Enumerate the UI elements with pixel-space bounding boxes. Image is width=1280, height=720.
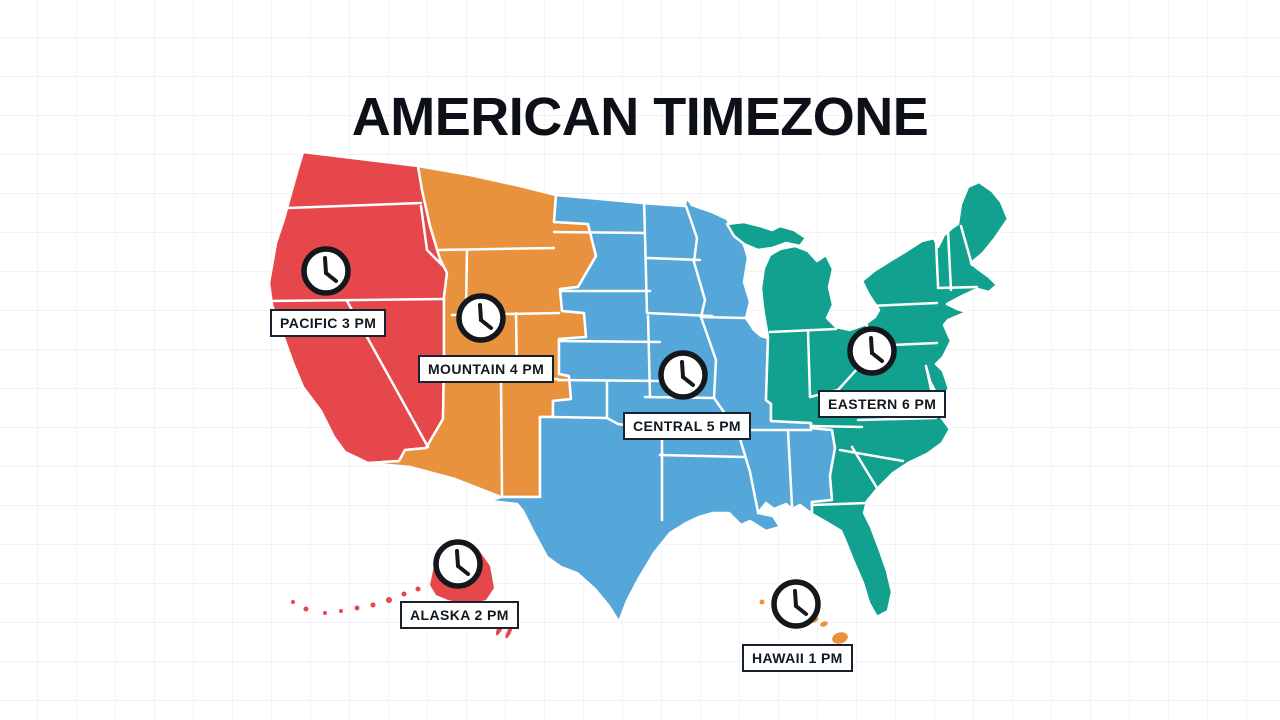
michigan-upper-peninsula-region [725, 220, 808, 252]
page-title: AMERICAN TIMEZONE [351, 87, 929, 148]
hawaii-timezone-label: HAWAII 1 PM [742, 644, 853, 672]
central-clock-icon [661, 353, 705, 397]
pacific-clock-icon [304, 249, 348, 293]
mountain-timezone-label: MOUNTAIN 4 PM [418, 355, 555, 383]
eastern-clock-icon [850, 329, 894, 373]
eastern-timezone-label: EASTERN 6 PM [818, 390, 947, 418]
hawaii-clock-icon [774, 582, 818, 626]
pacific-timezone-label: PACIFIC 3 PM [270, 309, 387, 337]
alaska-timezone-label: ALASKA 2 PM [400, 601, 519, 629]
hawaii-region [759, 599, 848, 644]
central-timezone-region [487, 193, 837, 624]
state-border-lines [266, 196, 979, 522]
pacific-timezone-region [267, 150, 449, 465]
alaska-clock-icon [436, 542, 480, 586]
mountain-clock-icon [459, 296, 503, 340]
central-timezone-label: CENTRAL 5 PM [623, 412, 751, 440]
